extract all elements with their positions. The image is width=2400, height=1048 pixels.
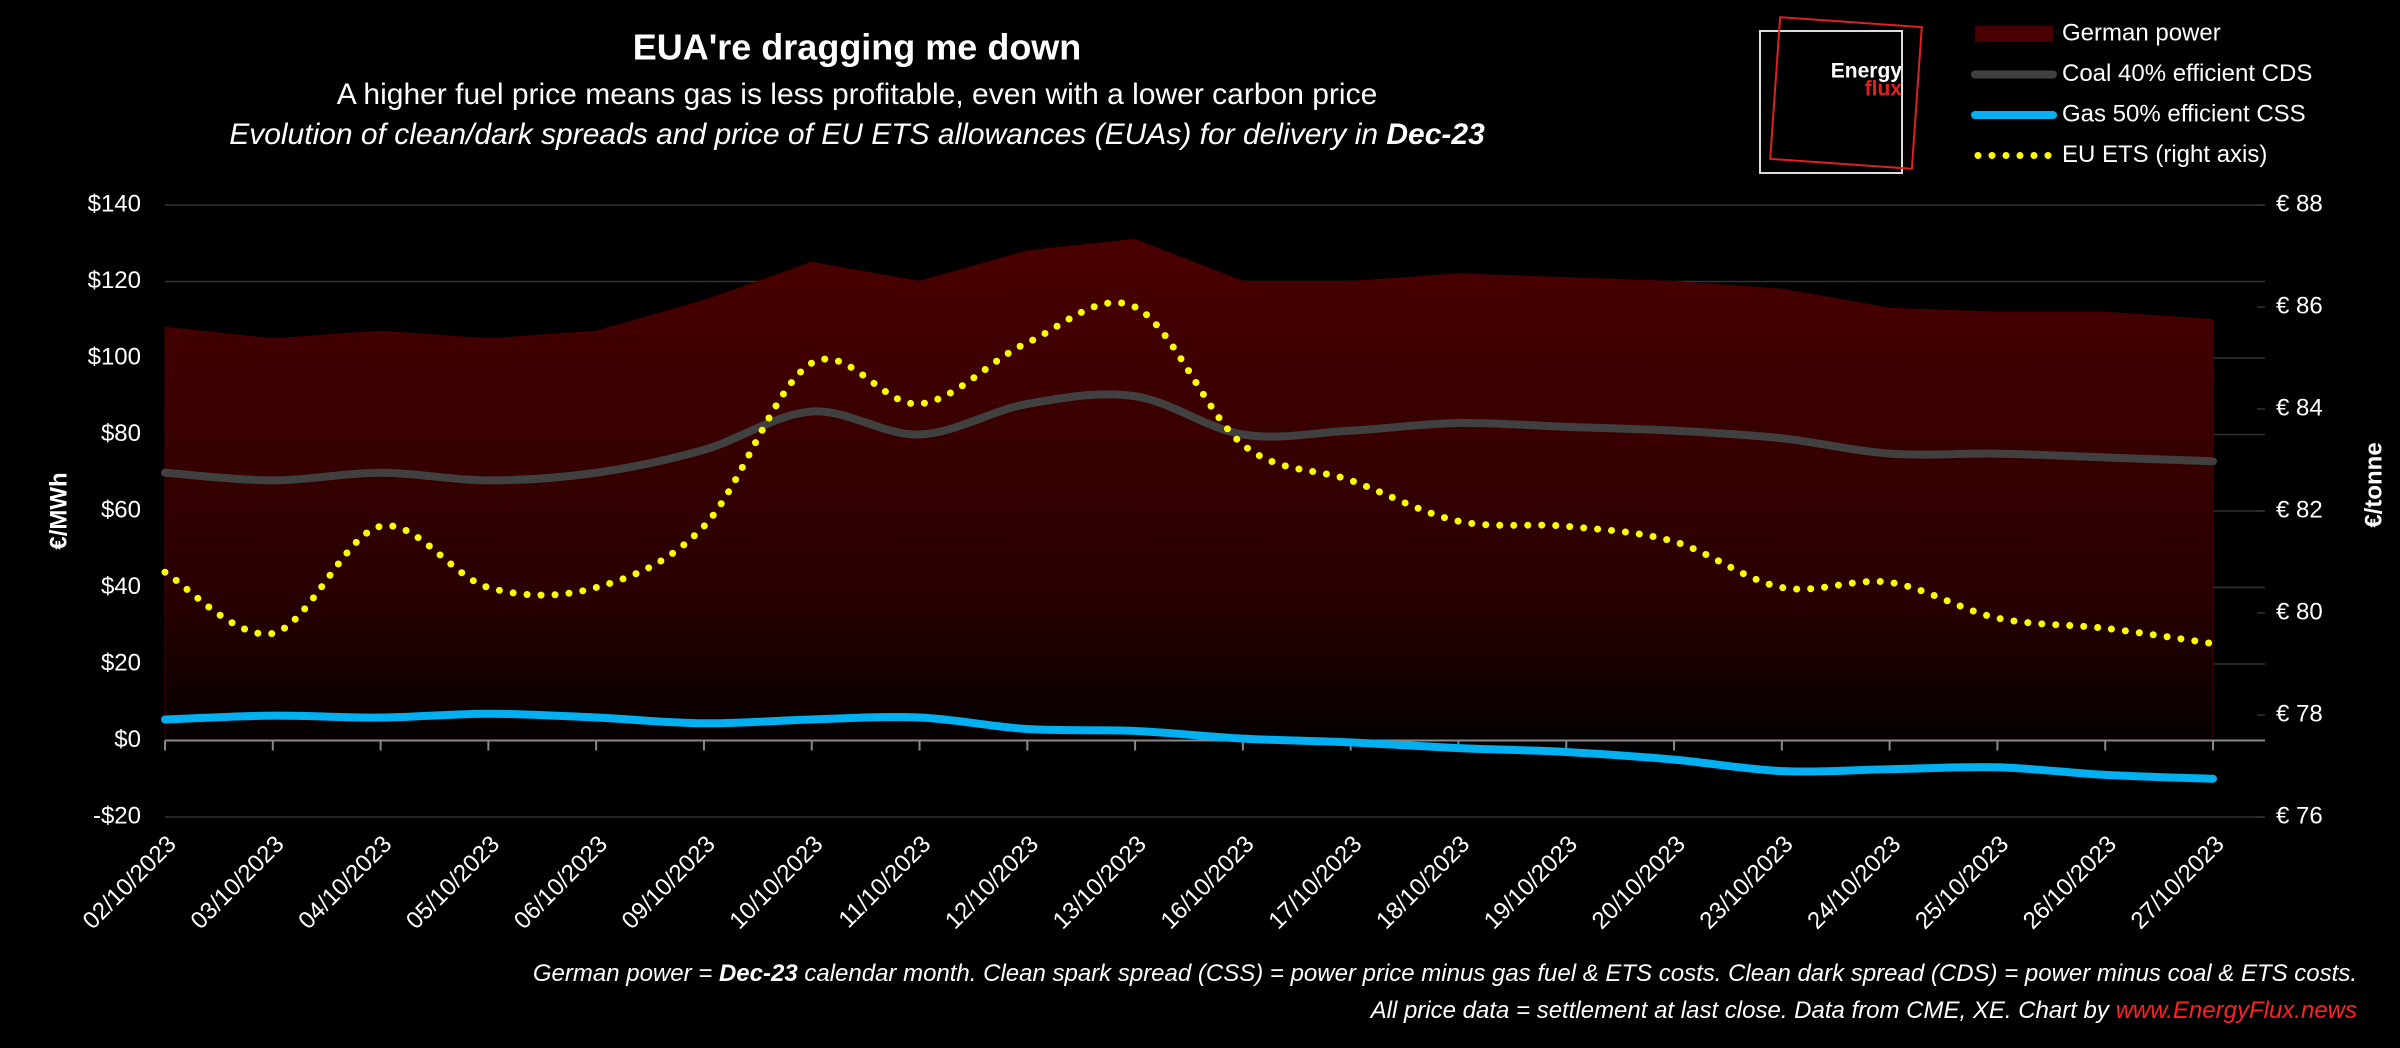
logo-text: flux xyxy=(1865,78,1903,101)
footnote-part: www.EnergyFlux.news xyxy=(2116,997,2357,1024)
y-tick-label: $20 xyxy=(101,649,141,676)
y-tick-label: $80 xyxy=(101,420,141,447)
plot-area xyxy=(161,204,2265,818)
x-tick-label: 09/10/2023 xyxy=(617,831,721,935)
y-tick-label: $100 xyxy=(88,343,141,370)
y-tick-label: $40 xyxy=(101,573,141,600)
x-tick-label: 13/10/2023 xyxy=(1048,831,1152,935)
footnote-part: German power = xyxy=(533,960,719,987)
dotted-line xyxy=(161,299,2217,648)
footnote-part: calendar month. Clean spark spread (CSS)… xyxy=(798,960,2357,987)
legend-swatch xyxy=(1975,26,2053,42)
footnote: German power = Dec-23 calendar month. Cl… xyxy=(533,960,2357,987)
y2-tick-label: € 84 xyxy=(2276,394,2323,421)
y2-tick-label: € 80 xyxy=(2276,598,2323,625)
logo: Energy flux xyxy=(1759,16,1923,174)
x-tick-label: 27/10/2023 xyxy=(2126,831,2230,935)
y-tick-label: $60 xyxy=(101,496,141,523)
y-tick-label: $140 xyxy=(88,190,141,217)
x-tick-label: 10/10/2023 xyxy=(724,831,828,935)
x-tick-label: 04/10/2023 xyxy=(293,831,397,935)
line xyxy=(161,390,2217,485)
x-tick-label: 23/10/2023 xyxy=(1695,831,1799,935)
legend-label: Gas 50% efficient CSS xyxy=(2062,100,2306,127)
y2-tick-label: € 86 xyxy=(2276,292,2323,319)
x-tick-label: 06/10/2023 xyxy=(509,831,613,935)
y-tick-label: $120 xyxy=(88,267,141,294)
chart-subtitle: A higher fuel price means gas is less pr… xyxy=(337,78,1378,111)
x-tick-label: 24/10/2023 xyxy=(1802,831,1906,935)
y2-axis-label: €/tonne xyxy=(2360,442,2387,527)
y-axis-label: €/MWh xyxy=(45,472,72,549)
footnote-part: Dec-23 xyxy=(719,960,798,987)
x-tick-label: 19/10/2023 xyxy=(1479,831,1583,935)
footnote: All price data = settlement at last clos… xyxy=(1369,997,2357,1024)
y-tick-label: $0 xyxy=(114,726,141,753)
chart-title: EUA're dragging me down xyxy=(633,27,1082,68)
subtitle-part: Evolution of clean/dark spreads and pric… xyxy=(229,118,1386,151)
line-layer xyxy=(161,299,2217,783)
footnote-part: All price data = settlement at last clos… xyxy=(1369,997,2116,1024)
x-tick-label: 26/10/2023 xyxy=(2018,831,2122,935)
y2-tick-label: € 76 xyxy=(2276,802,2323,829)
y2-tick-label: € 82 xyxy=(2276,496,2323,523)
y2-tick-label: € 88 xyxy=(2276,190,2323,217)
x-tick-label: 02/10/2023 xyxy=(78,831,182,935)
x-tick-label: 17/10/2023 xyxy=(1263,831,1367,935)
x-tick-label: 11/10/2023 xyxy=(833,831,936,934)
x-tick-label: 20/10/2023 xyxy=(1587,831,1691,935)
legend: German power Coal 40% efficient CDS Gas 50… xyxy=(1971,19,2312,168)
logo-box-red xyxy=(1769,16,1923,170)
subtitle-part: Dec-23 xyxy=(1386,118,1485,151)
legend-label: EU ETS (right axis) xyxy=(2062,141,2267,168)
x-tick-label: 18/10/2023 xyxy=(1371,831,1475,935)
x-tick-label: 12/10/2023 xyxy=(940,831,1044,935)
logo-text: Energy xyxy=(1831,60,1903,83)
x-tick-label: 25/10/2023 xyxy=(1910,831,2014,935)
legend-label: Coal 40% efficient CDS xyxy=(2062,60,2312,87)
chart-subtitle2: Evolution of clean/dark spreads and pric… xyxy=(229,118,1485,151)
logo-box xyxy=(1759,30,1903,174)
area-layer xyxy=(164,238,2214,741)
y-tick-label: -$20 xyxy=(93,802,141,829)
line xyxy=(161,709,2217,783)
area xyxy=(164,238,2214,741)
x-tick-label: 05/10/2023 xyxy=(401,831,505,935)
x-tick-label: 16/10/2023 xyxy=(1156,831,1260,935)
y2-tick-label: € 78 xyxy=(2276,700,2323,727)
axis-layer xyxy=(164,739,2265,751)
x-tick-label: 03/10/2023 xyxy=(185,831,289,935)
legend-label: German power xyxy=(2062,19,2221,46)
